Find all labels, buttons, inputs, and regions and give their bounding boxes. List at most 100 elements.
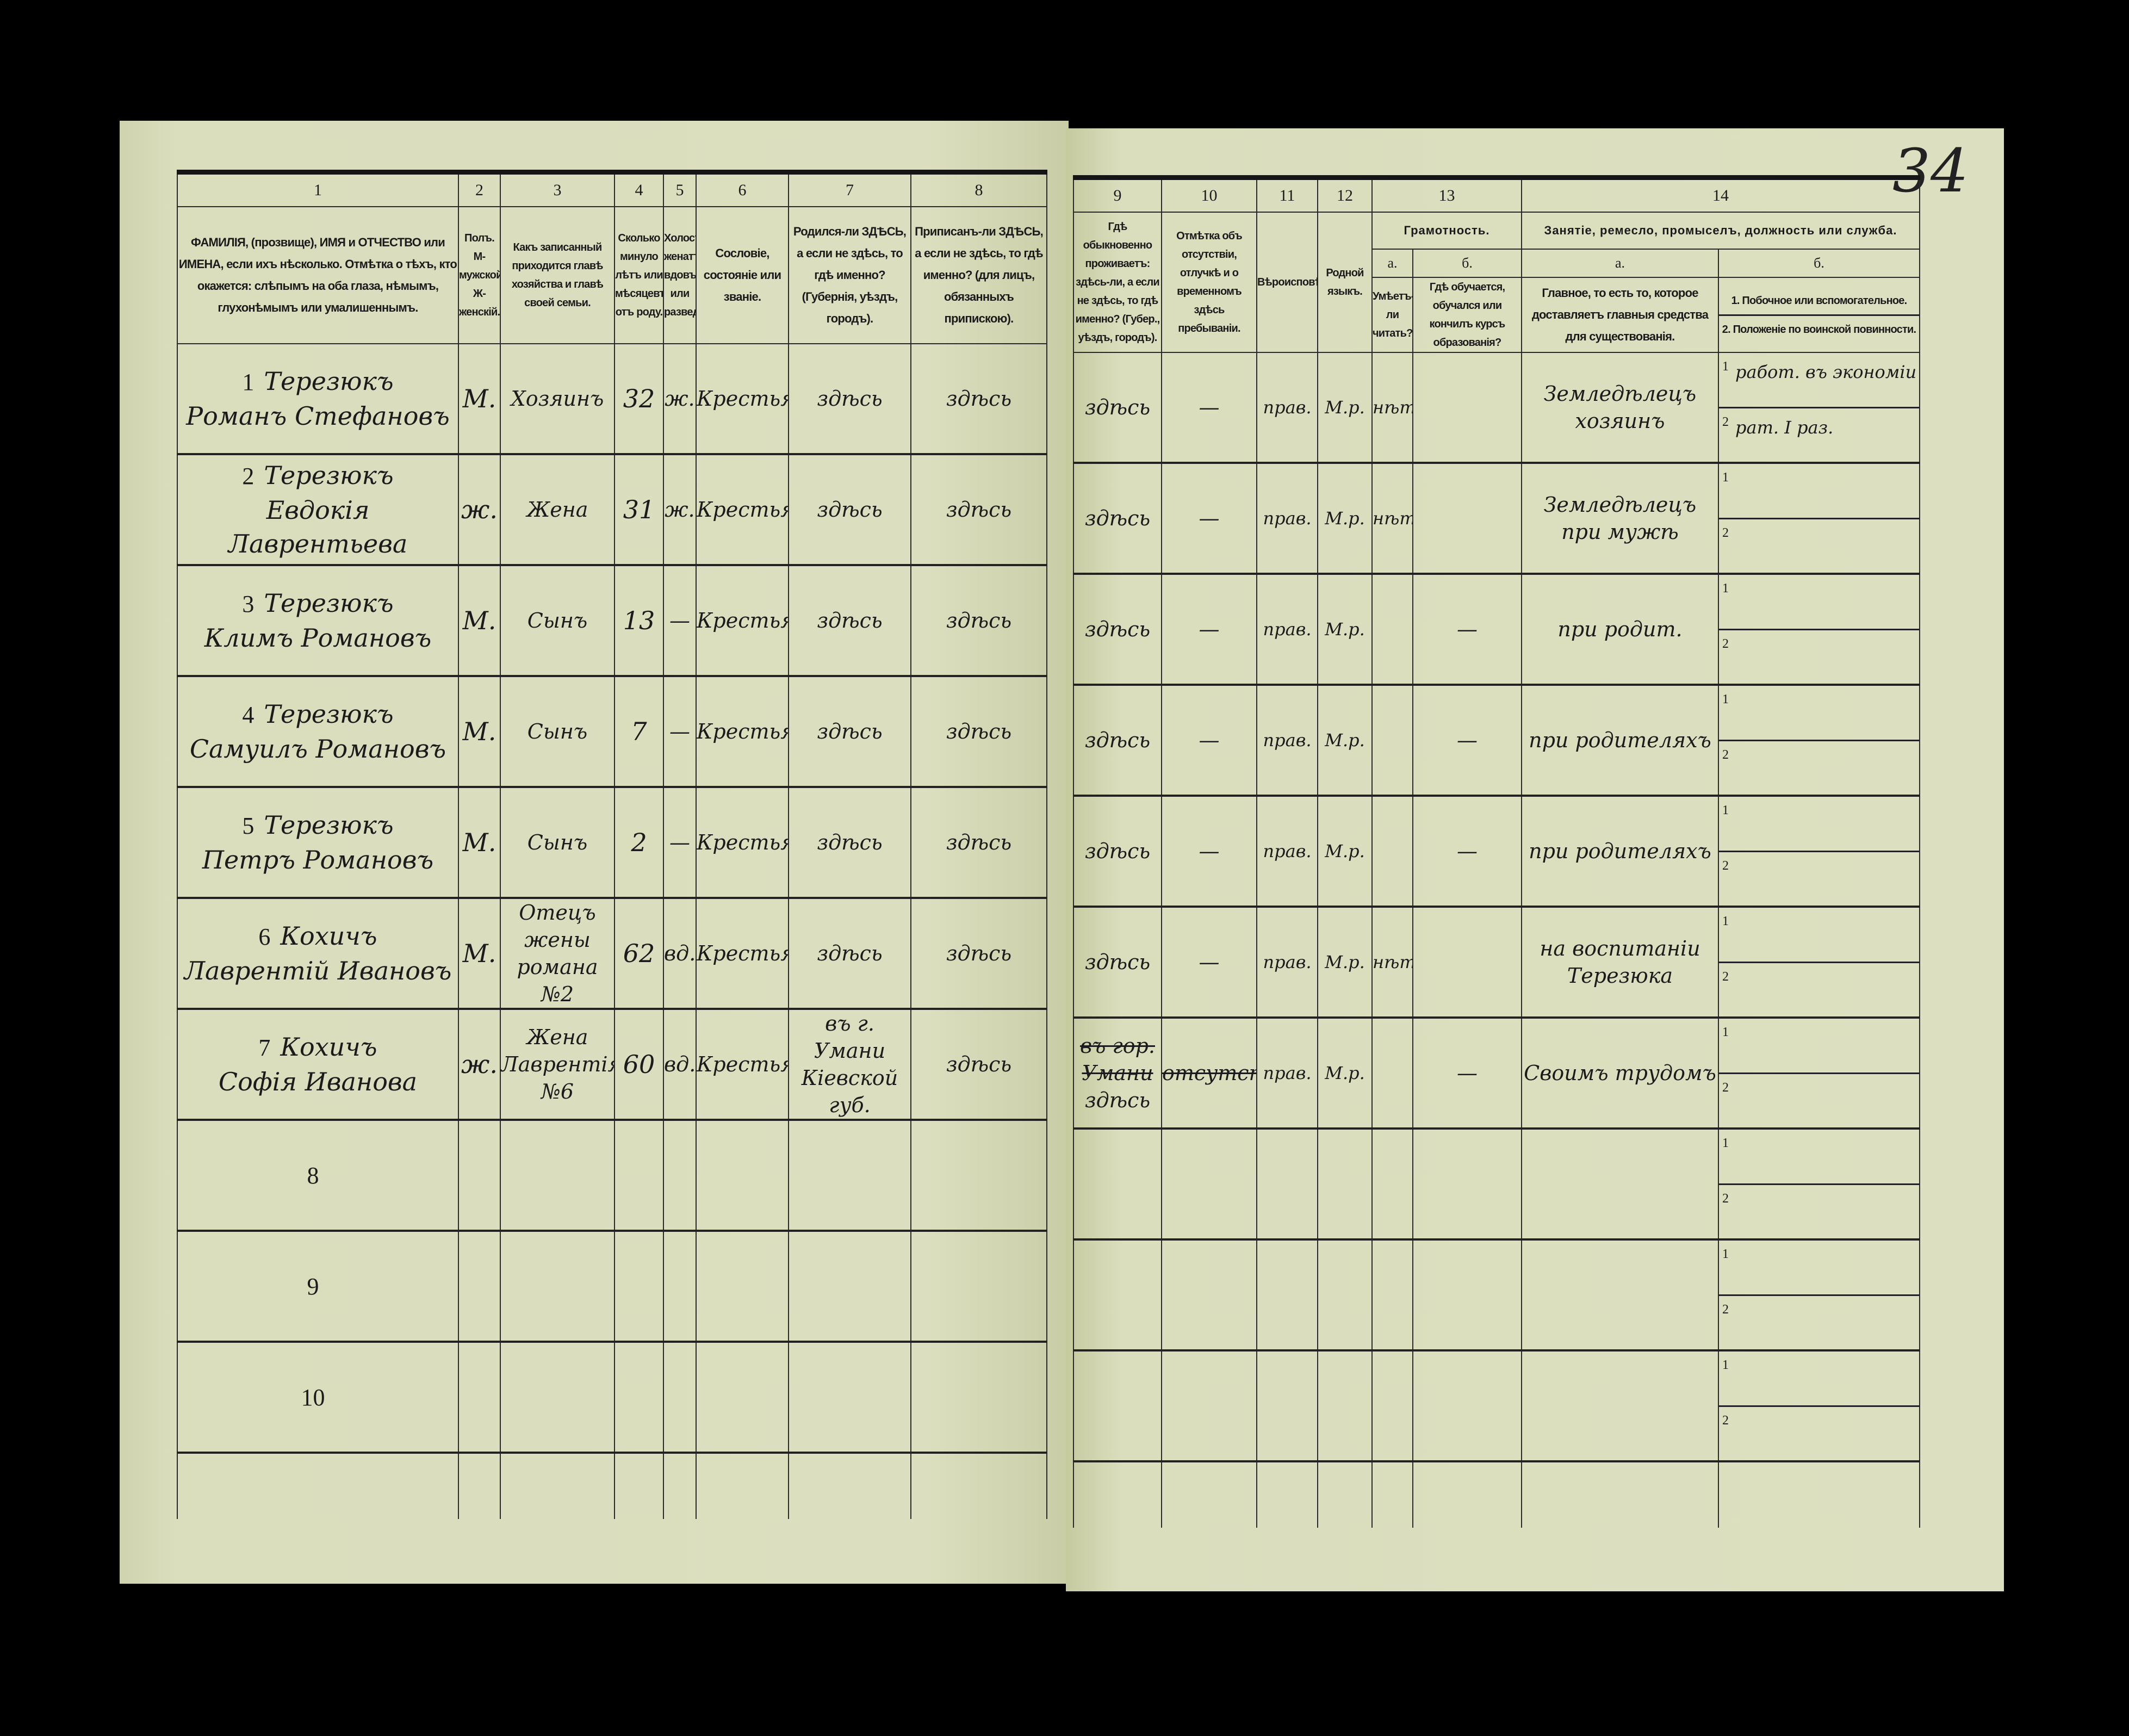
- table-row: 4 Терезюкъ Самуилъ Романовъ М.Сынъ7—Крестья…: [177, 675, 1047, 788]
- blank-cell: [696, 1452, 789, 1519]
- subrow-one: 1: [1720, 1351, 1919, 1407]
- subrow-one: 1: [1720, 575, 1919, 630]
- blank-row: [1073, 1461, 1920, 1528]
- birthplace-cell: въ г. Умани Кіевской губ.: [788, 1008, 911, 1121]
- residence-cell: здѣсь: [1073, 462, 1162, 575]
- residence: здѣсь: [1084, 950, 1151, 974]
- given-name-patronymic: Евдокія Лаврентьева: [228, 495, 408, 559]
- column-header: Сколько минуло лѣтъ или мѣсяцевъ отъ род…: [614, 206, 664, 344]
- blank-cell: [458, 1452, 501, 1519]
- literacy-cell: [1371, 573, 1413, 686]
- absence: —: [1199, 395, 1220, 419]
- column-header: Главное, то есть то, которое доставляетъ…: [1521, 277, 1719, 353]
- subrow-one: 1: [1720, 797, 1919, 852]
- age-cell: [614, 1119, 664, 1232]
- subrow-index: 1: [1722, 581, 1729, 596]
- birthplace-cell: здѣсь: [788, 675, 911, 788]
- absence-cell: [1161, 1128, 1257, 1241]
- estate-cell: [696, 1119, 789, 1232]
- name-cell: 9: [177, 1230, 459, 1343]
- education-cell: —: [1412, 684, 1522, 797]
- age-cell: 60: [614, 1008, 664, 1121]
- subrow-one: 1: [1720, 1019, 1919, 1074]
- sex-cell: ж.: [458, 1008, 501, 1121]
- registration-cell: здѣсь: [910, 565, 1047, 677]
- subrow-one: 1: [1720, 464, 1919, 519]
- education-cell: [1412, 352, 1522, 464]
- subrow-index: 2: [1722, 858, 1729, 873]
- blank-cell: [1161, 1461, 1257, 1528]
- subrow-two: 2: [1720, 963, 1919, 1016]
- subrow-index: 1: [1722, 692, 1729, 706]
- sex-cell: М.: [458, 675, 501, 788]
- relation-cell: Сынъ: [500, 565, 615, 677]
- absence-cell: —: [1161, 352, 1257, 464]
- sex-cell: М.: [458, 786, 501, 899]
- subrow-one: 1: [1720, 1130, 1919, 1185]
- row-number: 5: [242, 813, 255, 839]
- column-number: 2: [458, 171, 501, 207]
- subrow-one: 1: [1720, 1241, 1919, 1296]
- literacy-cell: [1371, 684, 1413, 797]
- education-cell: —: [1412, 573, 1522, 686]
- education-cell: [1412, 1239, 1522, 1351]
- surname: Терезюкъ: [264, 461, 394, 490]
- estate-cell: Крестьянка: [696, 454, 789, 566]
- relation-cell: Жена: [500, 454, 615, 566]
- column-number: 10: [1161, 177, 1257, 213]
- relation-cell: Сынъ: [500, 786, 615, 899]
- column-number: 12: [1317, 177, 1373, 213]
- age-cell: [614, 1341, 664, 1454]
- subrow-index: 1: [1722, 1247, 1729, 1261]
- subrow-index: 1: [1722, 1358, 1729, 1372]
- registration-cell: [910, 1119, 1047, 1232]
- column-header: Гдѣ обучается, обучался или кончилъ курс…: [1412, 277, 1522, 353]
- birthplace-cell: здѣсь: [788, 565, 911, 677]
- residence-cell: въ гор. Умани здѣсь: [1073, 1017, 1162, 1130]
- name-cell: 10: [177, 1341, 459, 1454]
- main-occupation-cell: при родит.: [1521, 573, 1719, 686]
- column-header: Полъ. М-мужской. Ж-женскій.: [458, 206, 501, 344]
- blank-cell: [1521, 1461, 1719, 1528]
- military-status-header: 2. Положеніе по воинской повинности.: [1722, 323, 1916, 336]
- residence-cell: здѣсь: [1073, 795, 1162, 908]
- census-table-left: 1 2 3 4 5 6 7 8 ФАМИЛІЯ, (прозвище), ИМЯ и ОТЧЕС…: [177, 170, 1047, 1519]
- subrow-one: 1: [1720, 908, 1919, 963]
- given-name-patronymic: Лаврентій Ивановъ: [184, 956, 452, 985]
- age-cell: 13: [614, 565, 664, 677]
- row-number: 9: [307, 1273, 319, 1300]
- absence: —: [1199, 950, 1220, 974]
- surname: Терезюкъ: [264, 588, 394, 618]
- literacy-cell: нѣтъ: [1371, 906, 1413, 1019]
- row-number: 6: [258, 923, 271, 950]
- birthplace-cell: [788, 1230, 911, 1343]
- row-number: 2: [242, 463, 255, 489]
- education-cell: [1412, 1128, 1522, 1241]
- name-cell: 4 Терезюкъ Самуилъ Романовъ: [177, 675, 459, 788]
- column-header: Родился-ли ЗДѢСЬ, а если не здѣсь, то гд…: [788, 206, 911, 344]
- blank-cell: [663, 1452, 697, 1519]
- estate-cell: Крестьянка: [696, 1008, 789, 1121]
- birthplace-cell: здѣсь: [788, 454, 911, 566]
- language-cell: М.р.: [1317, 684, 1373, 797]
- absence-cell: —: [1161, 795, 1257, 908]
- subrow-index: 2: [1722, 747, 1729, 762]
- subrow-index: 1: [1722, 914, 1729, 928]
- age-cell: 2: [614, 786, 664, 899]
- literacy-cell: [1371, 1017, 1413, 1130]
- table-row: 6 Кохичъ Лаврентій Ивановъ М. Отецъ жены ром…: [177, 897, 1047, 1010]
- subrow-one: 1 работ. въ экономіи: [1720, 354, 1919, 408]
- absence-cell: отсутств.: [1161, 1017, 1257, 1130]
- estate-cell: Крестьянинъ: [696, 897, 789, 1010]
- given-name-patronymic: Софія Иванова: [218, 1067, 418, 1096]
- column-header: Гдѣ обыкновенно проживаетъ: здѣсь-ли, а …: [1073, 212, 1162, 353]
- subrow-index: 1: [1722, 1025, 1729, 1039]
- absence-cell: —: [1161, 573, 1257, 686]
- language-cell: М.р.: [1317, 906, 1373, 1019]
- estate-cell: Крестьянинъ: [696, 565, 789, 677]
